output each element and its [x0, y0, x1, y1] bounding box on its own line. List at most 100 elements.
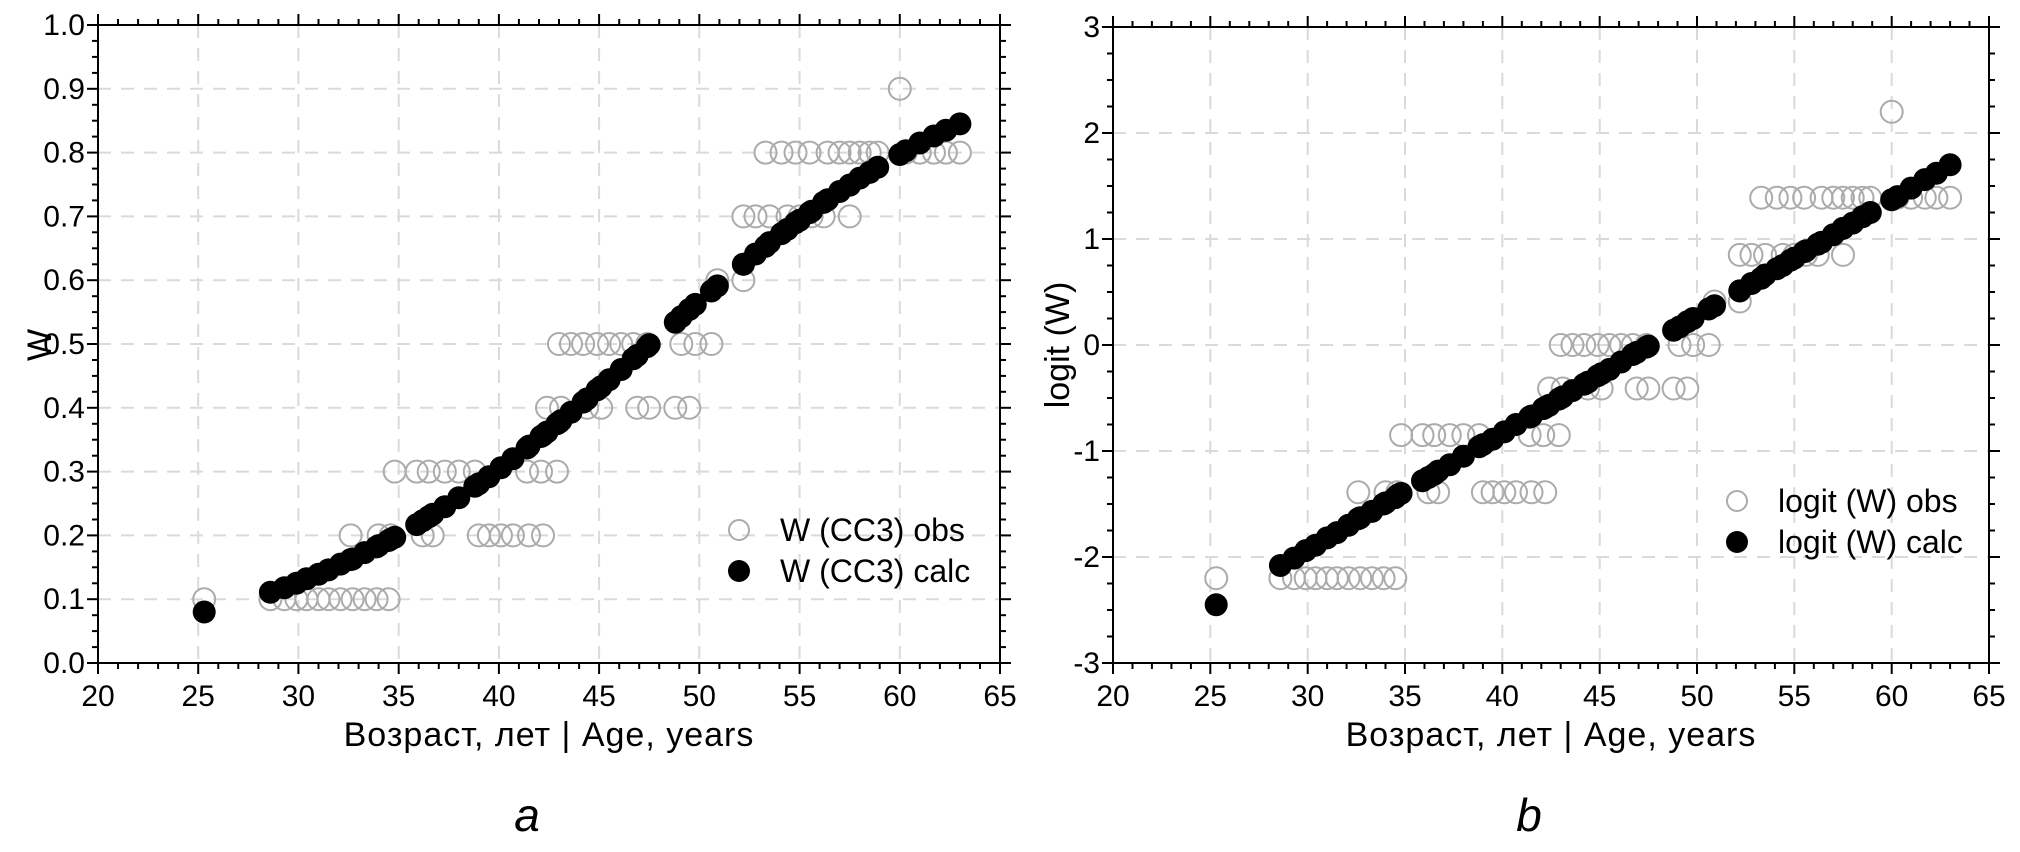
filled-circle-marker-icon — [1726, 531, 1748, 553]
data-point-obs — [1519, 480, 1544, 505]
data-point-obs — [1831, 242, 1855, 267]
open-circle-marker-icon — [1726, 490, 1748, 512]
data-point-obs — [1572, 333, 1597, 357]
y-tick-label: 0.9 — [43, 73, 85, 106]
data-point-obs — [609, 332, 634, 356]
data-point-obs — [1346, 480, 1371, 505]
data-point-obs — [753, 140, 778, 165]
data-point-obs — [1696, 333, 1721, 357]
x-tick-label: 50 — [683, 680, 716, 713]
data-point-calc — [1938, 153, 1962, 177]
data-point-obs — [1778, 185, 1803, 210]
data-point-calc — [192, 600, 216, 624]
y-tick-label: -3 — [1073, 647, 1100, 680]
data-point-calc — [447, 486, 471, 510]
y-tick-label: 1.0 — [43, 9, 85, 42]
panel-a-legend: W (CC3) obs W (CC3) calc — [728, 511, 971, 589]
x-tick-label: 60 — [1875, 680, 1908, 713]
panel-b-tick-labels: 20 25 30 35 40 45 50 55 60 65 -3 -2 -1 0 1 2 3 — [1073, 11, 2005, 713]
x-tick-label: 40 — [482, 680, 515, 713]
y-tick-label: -1 — [1073, 435, 1100, 468]
data-point-obs — [547, 332, 571, 356]
panel-b-grid — [1113, 27, 1989, 663]
data-point-obs — [783, 140, 808, 165]
legend-label: W (CC3) calc — [780, 552, 971, 589]
y-tick-label: 0.6 — [43, 264, 85, 297]
data-point-obs — [340, 587, 365, 612]
data-point-obs — [625, 395, 650, 420]
y-tick-label: 0.8 — [43, 137, 85, 170]
panel-b-legend: logit (W) obs logit (W) calc — [1726, 482, 1963, 560]
data-point-calc — [383, 525, 407, 549]
data-point-obs — [1792, 185, 1817, 210]
data-point-obs — [731, 204, 756, 229]
y-tick-label: 1 — [1083, 223, 1100, 256]
y-tick-label: -2 — [1073, 541, 1100, 574]
data-point-obs — [316, 587, 341, 612]
data-point-obs — [476, 523, 501, 548]
panel-a-series-calc — [192, 112, 972, 624]
data-point-obs — [559, 332, 583, 356]
data-point-obs — [1480, 480, 1505, 505]
data-point-obs — [1204, 566, 1229, 591]
y-tick-label: 0.2 — [43, 519, 85, 552]
data-point-obs — [376, 587, 401, 612]
data-point-calc — [1389, 481, 1413, 505]
panel-b-ticks — [1102, 16, 2000, 674]
data-point-obs — [797, 140, 822, 165]
legend-row: W (CC3) calc — [728, 552, 971, 589]
data-point-calc — [1636, 334, 1660, 358]
legend-row: logit (W) obs — [1726, 482, 1963, 519]
data-point-calc — [866, 155, 890, 179]
y-tick-label: 0.0 — [43, 647, 85, 680]
x-tick-label: 30 — [1291, 680, 1324, 713]
y-tick-label: 0 — [1083, 329, 1100, 362]
legend-label: logit (W) obs — [1778, 482, 1958, 519]
data-point-obs — [1470, 480, 1495, 505]
data-point-obs — [947, 140, 972, 165]
x-tick-label: 65 — [1972, 680, 2005, 713]
data-point-obs — [416, 459, 441, 484]
data-point-obs — [1324, 566, 1349, 591]
panel-a-ticks — [87, 14, 1011, 674]
data-point-obs — [488, 523, 513, 548]
data-point-obs — [683, 332, 708, 356]
panel-b-y-axis-title: logit (W) — [1039, 281, 1077, 409]
y-tick-label: 0.7 — [43, 200, 85, 233]
data-point-obs — [352, 587, 377, 612]
x-tick-label: 20 — [81, 680, 114, 713]
data-point-obs — [1831, 185, 1855, 210]
data-point-calc — [1703, 294, 1726, 318]
data-point-obs — [1533, 480, 1558, 505]
data-point-obs — [769, 140, 794, 165]
data-point-obs — [1410, 423, 1435, 448]
data-point-obs — [571, 332, 596, 356]
data-point-calc — [1858, 201, 1882, 224]
data-point-obs — [338, 523, 363, 548]
data-point-obs — [837, 140, 862, 165]
data-point-obs — [1336, 566, 1361, 591]
x-tick-label: 25 — [1194, 680, 1227, 713]
x-tick-label: 20 — [1096, 680, 1129, 713]
legend-label: W (CC3) obs — [780, 511, 965, 548]
data-point-obs — [1821, 185, 1846, 210]
data-point-obs — [500, 523, 525, 548]
x-tick-label: 55 — [783, 680, 816, 713]
data-point-obs — [515, 459, 539, 484]
data-point-obs — [364, 587, 389, 612]
legend-label: logit (W) calc — [1778, 523, 1963, 560]
data-point-obs — [517, 523, 541, 548]
data-point-obs — [446, 459, 471, 484]
panel-a-letter: a — [514, 789, 540, 841]
data-point-obs — [545, 459, 569, 484]
data-point-obs — [1546, 423, 1571, 448]
data-point-obs — [1504, 480, 1528, 505]
data-point-obs — [404, 459, 429, 484]
data-point-obs — [1675, 376, 1700, 401]
data-point-obs — [1422, 423, 1447, 448]
x-tick-label: 55 — [1778, 680, 1811, 713]
y-tick-label: 0.5 — [43, 328, 85, 361]
data-point-obs — [1681, 333, 1706, 357]
data-point-obs — [1879, 99, 1904, 124]
